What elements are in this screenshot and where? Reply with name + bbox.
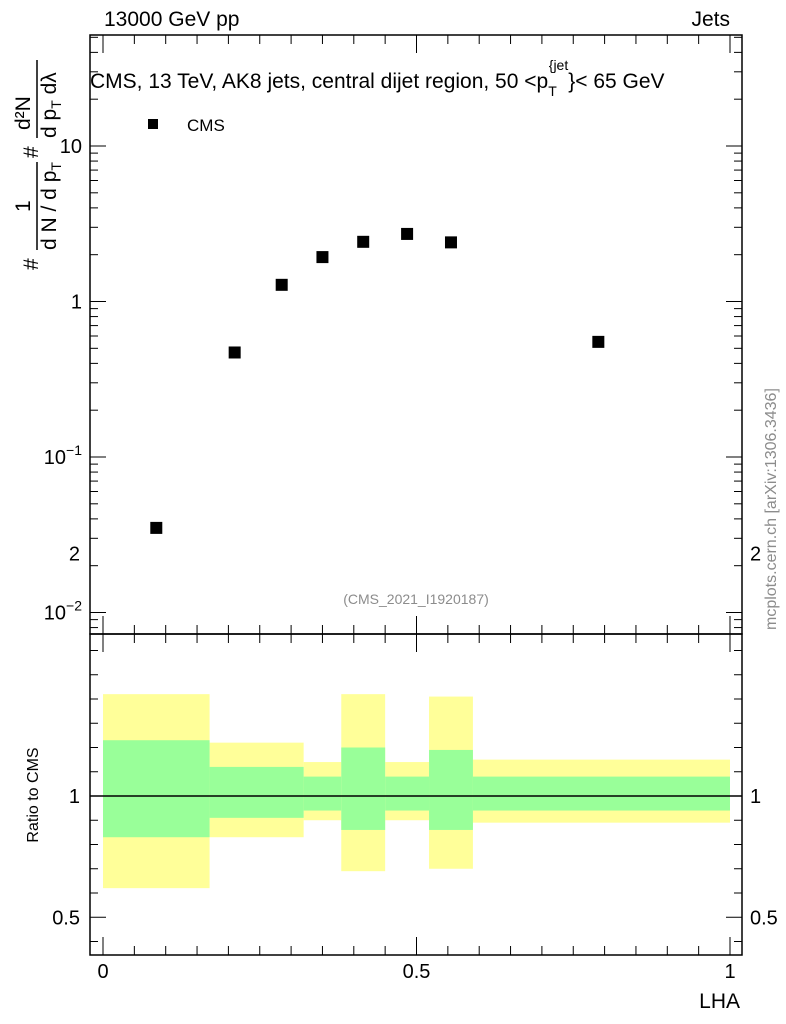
x-axis-title: LHA bbox=[699, 990, 740, 1013]
process-label: Jets bbox=[691, 8, 730, 31]
ratio-inner-band bbox=[209, 766, 304, 818]
ratio-y-tick-label-right: 2 bbox=[750, 544, 761, 566]
ratio-uncertainty-bands bbox=[90, 694, 742, 889]
ratio-y-title: Ratio to CMS bbox=[25, 747, 42, 842]
data-point bbox=[444, 236, 457, 249]
energy-label: 13000 GeV pp bbox=[104, 8, 240, 31]
main-y-tick-label: 10 bbox=[60, 136, 82, 158]
ratio-axis-ticks: 0.5 0.5 1 1 2 2 0 0.5 1 bbox=[52, 544, 778, 984]
data-point bbox=[592, 335, 605, 348]
ratio-y-tick-label-left: 0.5 bbox=[52, 907, 80, 929]
x-tick-label: 1 bbox=[724, 961, 735, 983]
x-tick-label: 0.5 bbox=[403, 961, 431, 983]
ratio-y-tick-label-left: 1 bbox=[69, 786, 80, 808]
ratio-y-tick-label-left: 2 bbox=[69, 544, 80, 566]
y-title-hash-1: # bbox=[20, 258, 43, 270]
main-data-points bbox=[150, 227, 605, 534]
ratio-inner-band bbox=[303, 776, 342, 811]
main-y-tick-label: 10−2 bbox=[44, 598, 82, 625]
data-point bbox=[228, 346, 241, 359]
ratio-inner-band bbox=[472, 776, 730, 811]
y-axis-title: # 1 d N / d pT # d²N d pT dλ bbox=[12, 60, 64, 270]
analysis-id: (CMS_2021_I1920187) bbox=[343, 591, 489, 607]
y-title-one: 1 bbox=[12, 200, 35, 212]
main-y-axis-ticks: 10−2 10−1 1 10 bbox=[44, 35, 742, 634]
data-point bbox=[150, 521, 163, 534]
ratio-inner-band bbox=[341, 747, 386, 830]
data-point bbox=[401, 227, 414, 240]
main-y-tick-label: 10−1 bbox=[44, 442, 82, 469]
y-title-right-denominator: d pT dλ bbox=[38, 72, 64, 138]
data-point bbox=[275, 278, 288, 291]
ratio-y-tick-label-right: 1 bbox=[750, 786, 761, 808]
x-tick-label: 0 bbox=[97, 961, 108, 983]
legend-marker bbox=[148, 119, 158, 129]
ratio-inner-band bbox=[429, 749, 473, 830]
main-y-tick-label: 1 bbox=[71, 292, 82, 314]
ratio-inner-band bbox=[103, 740, 210, 838]
ratio-inner-band bbox=[385, 776, 430, 811]
legend-label: CMS bbox=[187, 116, 225, 135]
data-point bbox=[357, 235, 370, 248]
ratio-y-tick-label-right: 0.5 bbox=[750, 907, 778, 929]
data-point bbox=[316, 251, 329, 264]
y-title-left-denominator: d N / d pT bbox=[38, 162, 64, 250]
y-title-numerator: d²N bbox=[12, 96, 35, 130]
y-title-hash-2: # bbox=[20, 146, 43, 158]
plot-title: CMS, 13 TeV, AK8 jets, central dijet reg… bbox=[90, 57, 665, 99]
